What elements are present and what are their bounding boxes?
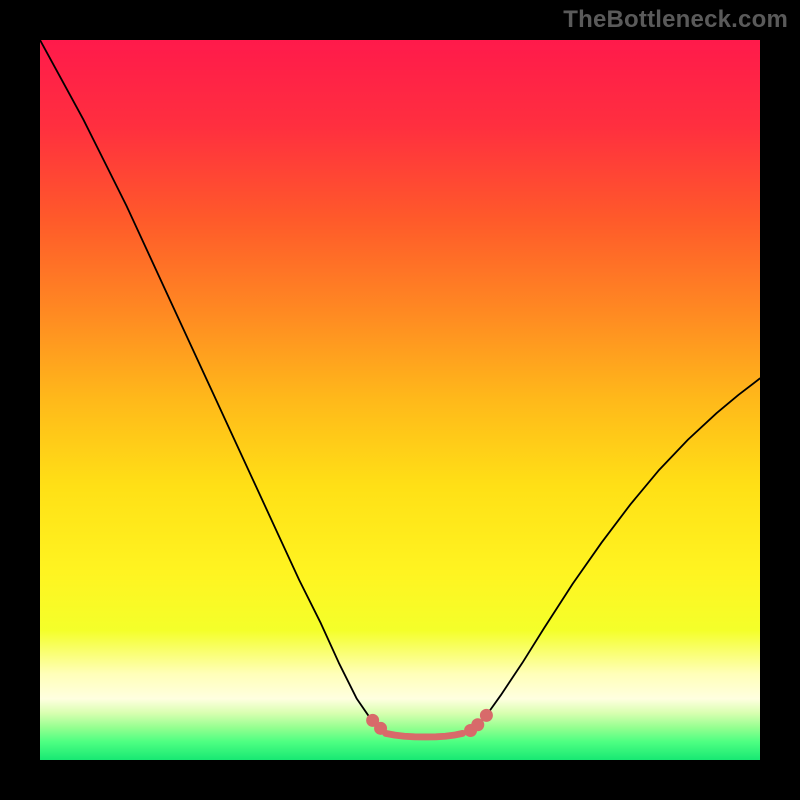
optimal-marker-dot	[480, 709, 493, 722]
optimal-range-line	[386, 733, 463, 737]
chart-frame: TheBottleneck.com	[0, 0, 800, 800]
gradient-background	[40, 40, 760, 760]
plot-area	[40, 40, 760, 760]
optimal-marker-dot	[374, 722, 387, 735]
watermark-text: TheBottleneck.com	[563, 6, 788, 34]
chart-svg	[40, 40, 760, 760]
